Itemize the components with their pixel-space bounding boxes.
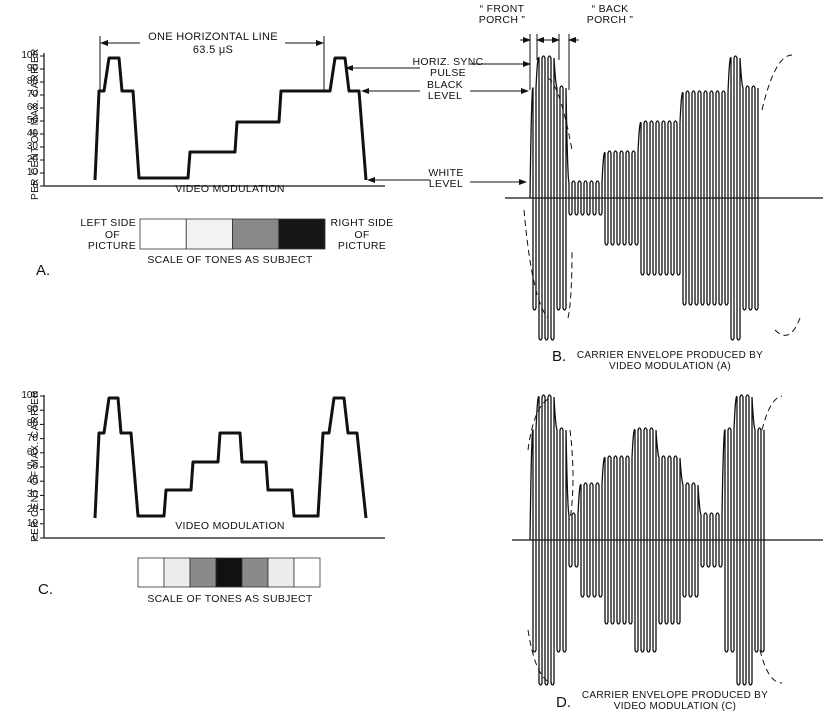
tone-swatch [163,557,191,588]
y-tick-label: 40 [26,475,38,487]
horizontal-line-dimension [99,36,325,90]
y-tick-label: 100 [21,390,38,401]
panel-b-carrier-envelope [505,54,823,341]
right-side-label: RIGHT SIDE OF PICTURE [325,217,399,253]
panel-c-tone-strip [137,557,321,588]
panel-a-axes [43,53,385,187]
porch-markers [520,34,579,90]
black-level-line-1: BLACK [427,79,463,91]
panel-d-caption: CARRIER ENVELOPE PRODUCED BY VIDEO MODUL… [575,690,775,712]
panel-d-caption-line-2: VIDEO MODULATION (C) [613,701,737,712]
panel-b-caption-line-2: VIDEO MODULATION (A) [609,361,731,372]
y-tick-label: 60 [26,446,38,458]
tone-swatch [278,218,326,250]
panel-c-letter: C. [38,581,53,598]
right-side-line-1: RIGHT SIDE [330,217,394,229]
tone-swatch [267,557,295,588]
horizontal-line-title: ONE HORIZONTAL LINE [148,31,278,43]
left-side-line-1: LEFT SIDE [80,217,136,229]
panel-a-video-waveform [93,56,368,181]
y-tick-label: 100 [21,50,38,61]
panel-a-waveform-caption: VIDEO MODULATION [175,183,285,195]
tone-swatch [139,218,187,250]
y-tick-label: 70 [26,432,38,444]
white-level-line-1: WHITE [428,167,464,179]
left-side-line-3: PICTURE [87,240,136,252]
panel-a-tone-strip [139,218,326,250]
tone-swatch [137,557,165,588]
panel-c-waveform-caption: VIDEO MODULATION [175,520,285,532]
panel-c-video-waveform [93,396,368,519]
y-tick-label: 70 [26,89,38,100]
panel-a-tick-marks [40,55,44,187]
panel-b-caption: CARRIER ENVELOPE PRODUCED BY VIDEO MODUL… [570,350,770,372]
front-porch-line-2: PORCH ” [478,14,526,26]
back-porch-line-2: PORCH ” [586,14,634,26]
black-level-label: BLACK LEVEL [415,80,475,102]
tone-swatch [241,557,269,588]
tone-swatch [185,218,233,250]
black-level-line-2: LEVEL [427,90,463,102]
panel-a-tone-caption: SCALE OF TONES AS SUBJECT [147,254,313,266]
y-tick-label: 80 [26,418,38,430]
left-side-line-2: OF [104,228,120,241]
y-tick-label: 40 [26,128,38,139]
y-tick-label: 10 [26,167,38,178]
y-tick-label: 30 [26,489,38,501]
panel-d-letter: D. [556,694,571,711]
tone-swatch [232,218,280,250]
panel-c-tone-caption: SCALE OF TONES AS SUBJECT [147,593,313,605]
y-tick-label: 50 [26,461,38,472]
y-tick-label: 80 [26,76,38,87]
y-tick-label: 10 [26,517,38,529]
sync-pulse-line-1: HORIZ. SYNC [412,56,484,68]
white-level-line-2: LEVEL [428,178,464,190]
right-side-line-3: PICTURE [337,240,387,252]
y-tick-label: 0 [32,532,38,543]
panel-d-carrier-envelope [512,394,823,686]
panel-c-tick-marks [40,395,44,539]
sync-pulse-line-2: PULSE [430,67,466,79]
right-side-line-2: OF [354,228,370,241]
back-porch-line-1: “ BACK [591,3,629,15]
y-tick-label: 30 [26,141,38,152]
front-porch-line-1: “ FRONT [479,3,525,15]
y-tick-label: 20 [26,503,38,515]
y-tick-label: 20 [26,154,38,165]
y-tick-label: 50 [26,115,38,126]
tone-swatch [293,557,321,588]
y-tick-label: 90 [26,63,38,74]
tone-swatch [215,557,243,588]
back-porch-label: “ BACK PORCH ” [570,4,650,26]
y-tick-label: 60 [26,102,38,113]
sync-pulse-label: HORIZ. SYNC PULSE [408,57,488,79]
panel-b-caption-line-1: CARRIER ENVELOPE PRODUCED BY [576,350,764,361]
front-porch-label: “ FRONT PORCH ” [462,4,542,26]
left-side-label: LEFT SIDE OF PICTURE [66,217,136,253]
panel-a-leaders [345,61,531,185]
y-tick-label: 90 [26,404,38,416]
panel-b-letter: B. [552,348,567,365]
tone-swatch [189,557,217,588]
horizontal-line-duration: 63.5 μS [192,44,234,56]
panel-d-caption-line-1: CARRIER ENVELOPE PRODUCED BY [581,690,769,701]
white-level-label: WHITE LEVEL [416,168,476,190]
y-tick-label: 0 [32,180,38,191]
panel-a-letter: A. [36,262,51,279]
